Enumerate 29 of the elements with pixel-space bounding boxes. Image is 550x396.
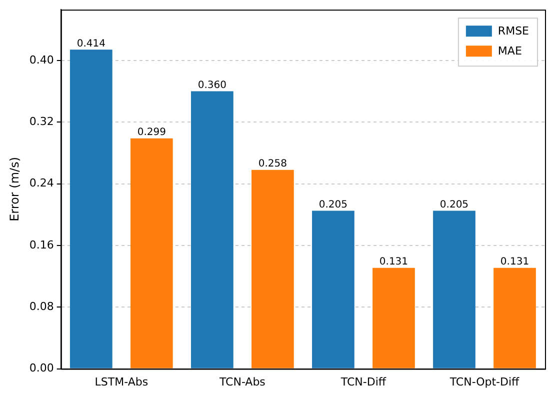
y-tick-label: 0.08 (29, 300, 54, 313)
legend-label: MAE (498, 44, 522, 58)
bar (312, 210, 354, 368)
data-label: 0.205 (318, 199, 348, 210)
x-tick-label: TCN-Diff (340, 375, 386, 388)
bar (494, 268, 536, 368)
y-tick-label: 0.24 (29, 176, 54, 190)
x-tick-label: LSTM-Abs (94, 375, 148, 388)
data-label: 0.258 (258, 158, 288, 170)
x-tick-label: TCN-Opt-Diff (448, 375, 520, 388)
y-tick-label: 0.00 (29, 362, 54, 375)
data-label: 0.299 (137, 126, 166, 138)
bar (190, 91, 234, 368)
data-label: 0.414 (76, 38, 106, 50)
y-axis-title: Error (m/s) (7, 156, 22, 222)
y-tick-label: 0.40 (29, 53, 54, 66)
bar (70, 50, 112, 368)
x-tick-label: TCN-Abs (218, 375, 266, 388)
data-label: 0.131 (379, 256, 408, 268)
data-label: 0.360 (198, 80, 226, 91)
y-tick-label: 0.16 (29, 238, 54, 252)
bar (372, 268, 415, 368)
legend-label: RMSE (498, 24, 530, 38)
data-label: 0.205 (440, 199, 469, 210)
bar (433, 210, 476, 368)
bar (252, 170, 294, 368)
bar (130, 138, 173, 368)
y-tick-label: 0.32 (29, 115, 54, 128)
data-label: 0.131 (500, 256, 530, 268)
